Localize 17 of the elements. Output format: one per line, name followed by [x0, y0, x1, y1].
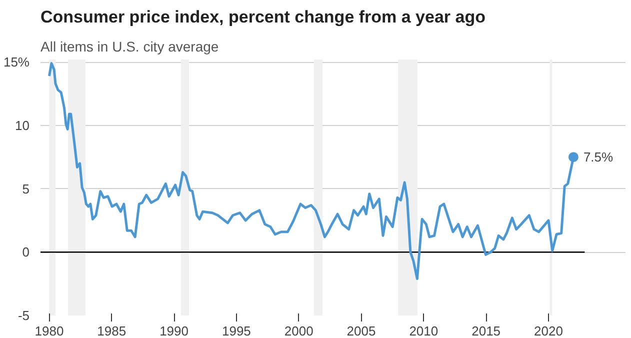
x-tick-label: 2010 — [409, 324, 438, 338]
x-tick-label: 2015 — [472, 324, 501, 338]
y-tick-label: 0 — [22, 244, 30, 260]
y-tick-label: 10 — [15, 118, 30, 133]
chart-title: Consumer price index, percent change from a year ago — [40, 8, 486, 26]
annotation: 7.5% — [583, 150, 614, 165]
x-tick-label: 1985 — [97, 324, 126, 338]
x-tick-label: 1980 — [34, 324, 64, 338]
x-tick-label: 2000 — [284, 324, 314, 338]
x-tick-label: 2005 — [346, 324, 376, 338]
y-tick-label: 5 — [22, 181, 30, 196]
x-tick-label: 2020 — [534, 324, 563, 338]
y-tick-label: -5 — [18, 308, 30, 323]
y-tick-label: 15% — [3, 54, 30, 70]
x-tick-label: 1990 — [160, 324, 189, 338]
x-tick-label: 1995 — [222, 324, 251, 338]
chart-subtitle: All items in U.S. city average — [40, 38, 219, 54]
